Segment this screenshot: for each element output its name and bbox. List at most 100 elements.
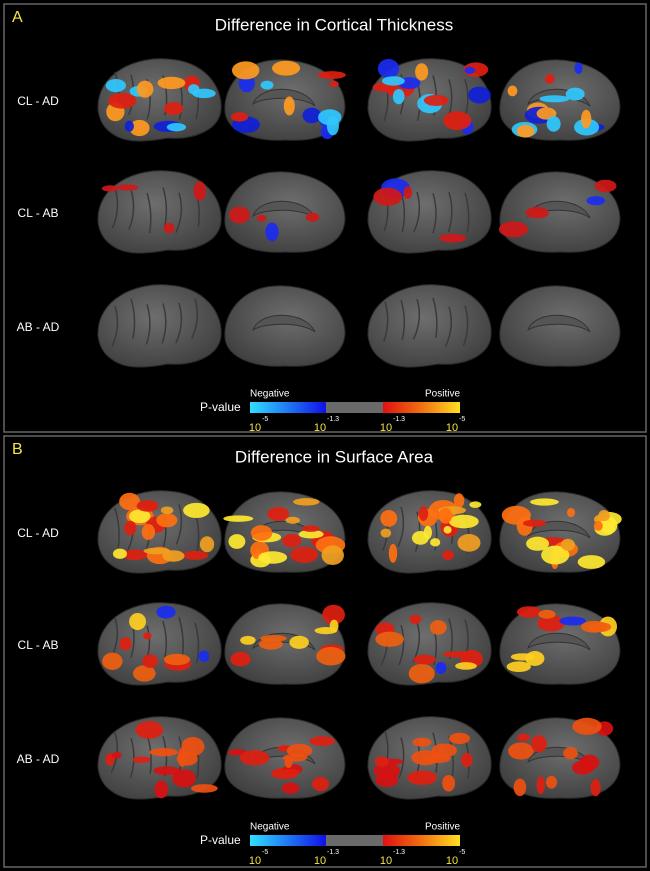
brain [499,603,621,685]
brain [97,490,222,574]
activation-blob [285,516,300,524]
activation-blob [298,529,324,539]
colorbar-tick-exponent: -5 [459,416,465,423]
brain-surface [97,284,222,368]
colorbar-tick-exponent: -1.3 [327,849,339,856]
activation-blob [105,78,127,93]
panel-label: B [12,441,23,458]
activation-blob [121,549,148,561]
corpus-callosum [527,314,591,333]
activation-blob [580,620,608,633]
brain [498,171,621,253]
activation-blob [513,778,527,797]
activation-blob [133,665,156,682]
activation-blob [230,112,249,122]
brain [97,284,222,368]
activation-blob [166,122,187,132]
activation-blob [182,550,209,560]
sulcus [175,192,183,234]
sulcus [432,297,438,339]
activation-blob [442,651,472,658]
activation-blob [442,550,455,561]
sulcus [447,192,453,233]
brain [499,717,621,799]
panel-frame [3,3,647,433]
activation-blob [119,492,140,511]
activation-blob [572,717,602,735]
colorbar-tick-base: 10 [446,855,458,867]
activation-blob [272,60,301,76]
brain-surface [224,285,346,367]
activation-blob [280,768,300,776]
activation-blob [314,627,338,635]
row-label: AB - AD [17,752,60,766]
activation-blob [522,519,547,527]
activation-blob [154,780,168,799]
activation-blob [457,533,481,552]
activation-blob [448,732,470,745]
activation-blob [593,520,603,531]
sulcus [146,192,152,234]
colorbar-tick-exponent: -1.3 [327,416,339,423]
activation-blob [160,506,174,515]
brain [224,603,346,685]
activation-blob [507,85,518,97]
activation-blob [282,533,302,548]
activation-blob [455,662,477,670]
activation-blob [381,76,405,86]
activation-blob [565,87,585,101]
activation-blob [392,88,405,105]
activation-blob [172,769,196,788]
activation-blob [231,61,260,80]
activation-blob [284,756,293,769]
activation-blob [501,505,531,525]
activation-blob [136,80,154,98]
activation-blob [143,632,152,640]
sulcus [397,506,405,548]
colorbar-tick-base: 10 [314,422,326,434]
corpus-callosum [527,632,591,651]
colorbar-tick-exponent: -1.3 [393,849,405,856]
panel-label: A [12,9,23,26]
sulcus [432,192,437,234]
colorbar-positive-band [383,835,460,846]
sulcus [413,191,421,233]
activation-blob [132,756,151,763]
activation-blob [192,88,216,99]
activation-blob [546,116,561,132]
activation-blob [418,506,429,521]
activation-blob [321,545,344,566]
activation-blob [258,638,283,650]
activation-blob [230,651,251,667]
activation-blob [317,71,346,79]
sulcus [128,189,135,231]
activation-blob [163,102,184,116]
activation-blob [413,654,436,665]
activation-blob [530,498,559,506]
activation-blob [566,507,576,518]
activation-blob [438,507,453,524]
activation-blob [590,779,601,797]
activation-blob [108,93,137,109]
brain [224,285,346,367]
activation-blob [329,80,339,87]
colorbar-positive: Positive [425,822,460,833]
corpus-callosum [252,314,316,333]
activation-blob [380,528,392,538]
brain [223,491,346,573]
brain [367,602,492,686]
activation-blob [124,120,134,132]
panel: B Difference in Surface Area CL - AD CL - A… [3,435,647,868]
activation-blob [286,743,313,758]
colorbar-negative-band [250,402,326,413]
activation-blob [508,742,534,760]
activation-blob [229,206,250,224]
activation-blob [101,185,119,192]
activation-blob [193,181,207,201]
colorbar-neutral-band [326,835,383,846]
activation-blob [135,721,164,739]
colorbar-positive-band [383,402,460,413]
activation-blob [531,735,547,753]
activation-blob [156,605,176,619]
sulcus [130,298,136,339]
